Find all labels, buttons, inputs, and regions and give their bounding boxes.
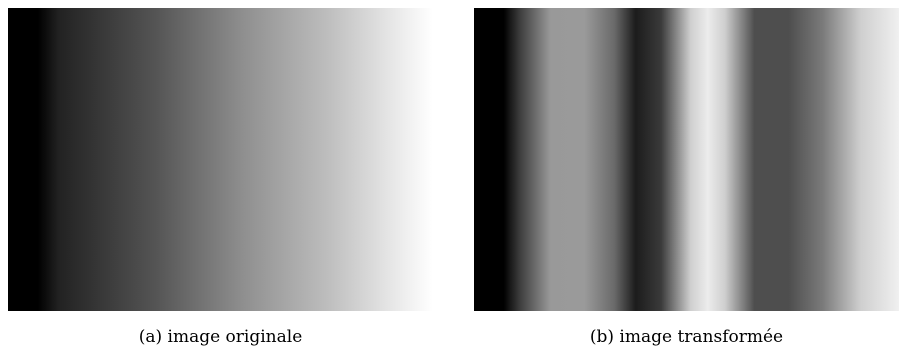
figure-original [8, 8, 433, 311]
original-gradient-image [8, 8, 433, 311]
caption-original: (a) image originale [138, 327, 303, 347]
caption-transformed: (b) image transformée [589, 327, 784, 347]
figure-transformed [474, 8, 899, 311]
transformed-banded-image [474, 8, 899, 311]
